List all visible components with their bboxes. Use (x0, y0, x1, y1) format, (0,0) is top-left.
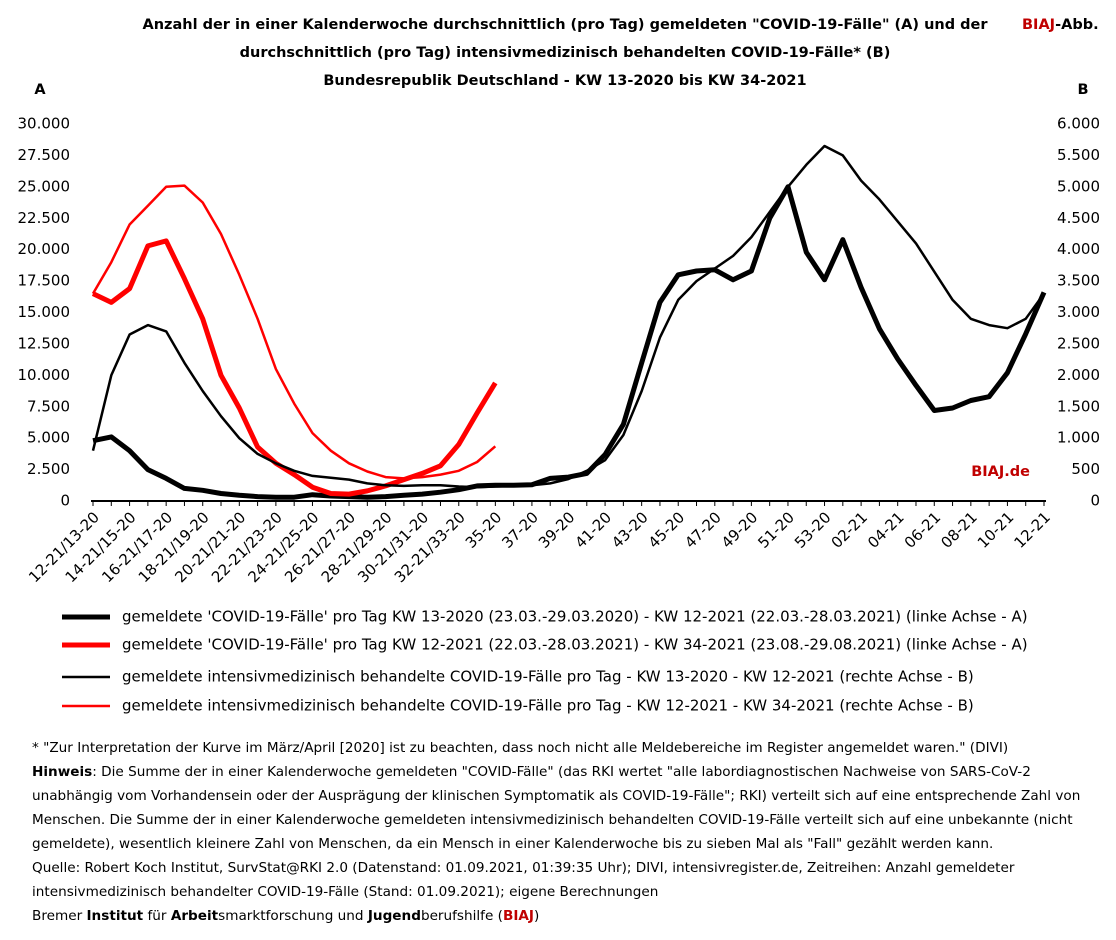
y-tick-label: 7.500 (27, 397, 70, 415)
hint: Hinweis: Die Summe der in einer Kalender… (32, 760, 1092, 856)
credit-part: Jugend (367, 908, 421, 924)
badge: BIAJ-Abb. (1022, 17, 1099, 33)
footnote: * "Zur Interpretation der Kurve im März/… (32, 740, 1009, 756)
x-tick-label: 47-20 (681, 508, 725, 552)
x-tick-label: 51-20 (754, 508, 798, 552)
x-tick-label: 12-21 (1010, 508, 1054, 552)
y-tick-label: 22.500 (18, 209, 71, 227)
legend-label: gemeldete intensivmedizinisch behandelte… (122, 697, 974, 715)
y2-tick-label: 3.000 (1057, 303, 1100, 321)
credit-part: BIAJ (502, 908, 534, 924)
y2-tick-label: 1.500 (1057, 397, 1100, 415)
series-line (92, 184, 1047, 500)
x-tick-label: 06-21 (901, 508, 945, 552)
y2-tick-label: 500 (1071, 460, 1100, 478)
credit-part: für (143, 908, 171, 924)
x-tick-label: 37-20 (498, 508, 542, 552)
series-line (91, 144, 1046, 489)
annotation: BIAJ.de (971, 464, 1030, 480)
y-tick-label: 2.500 (27, 460, 70, 478)
title-line: Bundesrepublik Deutschland - KW 13-2020 … (323, 73, 806, 89)
badge-part: -Abb. (1055, 17, 1099, 33)
legend-label: gemeldete 'COVID-19-Fälle' pro Tag KW 12… (122, 636, 1028, 654)
credit-part: ) (533, 908, 540, 924)
credit-part: smarktforschung und (218, 908, 368, 924)
credit: Bremer Institut für Arbeitsmarktforschun… (32, 904, 1092, 928)
y2-tick-label: 5.000 (1057, 177, 1100, 195)
x-tick-label: 10-21 (974, 508, 1018, 552)
badge-part: BIAJ (1022, 17, 1055, 33)
y2-tick-label: 4.500 (1057, 209, 1100, 227)
y-axis-label: A (34, 82, 46, 98)
x-tick-label: 53-20 (791, 508, 835, 552)
legend-label: gemeldete 'COVID-19-Fälle' pro Tag KW 13… (122, 608, 1028, 626)
x-tick-label: 04-21 (864, 508, 908, 552)
title-line: durchschnittlich (pro Tag) intensivmediz… (240, 45, 891, 61)
x-tick-label: 41-20 (572, 508, 616, 552)
hint-text: : Die Summe der in einer Kalenderwoche g… (32, 764, 1081, 852)
y-tick-label: 10.000 (18, 366, 71, 384)
y-tick-label: 20.000 (18, 240, 71, 258)
y-tick-label: 5.000 (27, 429, 70, 447)
y2-tick-label: 5.500 (1057, 146, 1100, 164)
credit-part: Institut (86, 908, 144, 924)
y-tick-label: 12.500 (18, 334, 71, 352)
source: Quelle: Robert Koch Institut, SurvStat@R… (32, 860, 1015, 900)
y2-tick-label: 1.000 (1057, 429, 1100, 447)
y2-tick-label: 6.000 (1057, 115, 1100, 133)
y2-tick-label: 0 (1090, 492, 1100, 510)
series-line (91, 238, 498, 497)
legend-label: gemeldete intensivmedizinisch behandelte… (122, 668, 974, 686)
credit-part: Bremer (32, 908, 87, 924)
title-line: Anzahl der in einer Kalenderwoche durchs… (142, 17, 988, 33)
x-tick-label: 35-20 (462, 508, 506, 552)
y-tick-label: 30.000 (18, 115, 71, 133)
y-tick-label: 27.500 (18, 146, 71, 164)
y-tick-label: 17.500 (18, 272, 71, 290)
y2-axis-label: B (1077, 82, 1088, 98)
y-tick-label: 0 (60, 492, 70, 510)
credit-part: berufshilfe ( (420, 908, 503, 924)
hint-label: Hinweis (32, 764, 93, 780)
footer: * "Zur Interpretation der Kurve im März/… (32, 736, 1092, 928)
series-line (91, 184, 497, 480)
x-tick-label: 45-20 (645, 508, 689, 552)
x-tick-label: 08-21 (937, 508, 981, 552)
y2-tick-label: 4.000 (1057, 240, 1100, 258)
y2-tick-label: 2.000 (1057, 366, 1100, 384)
x-tick-label: 02-21 (828, 508, 872, 552)
y2-tick-label: 2.500 (1057, 334, 1100, 352)
y-tick-label: 15.000 (18, 303, 71, 321)
chart: Anzahl der in einer Kalenderwoche durchs… (18, 17, 1101, 715)
y-tick-label: 25.000 (18, 177, 71, 195)
credit-part: Arbeit (170, 908, 219, 924)
x-tick-label: 43-20 (608, 508, 652, 552)
x-tick-label: 39-20 (535, 508, 579, 552)
y2-tick-label: 3.500 (1057, 272, 1100, 290)
x-tick-label: 49-20 (718, 508, 762, 552)
